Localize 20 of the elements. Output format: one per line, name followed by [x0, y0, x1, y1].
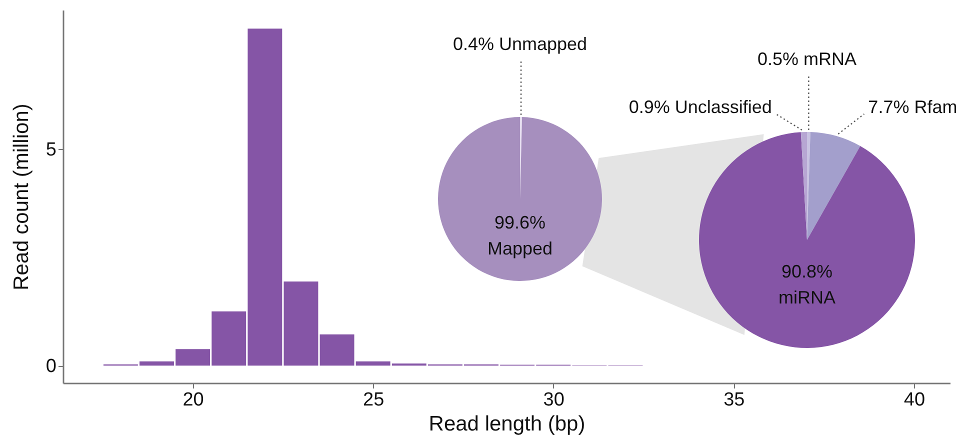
y-axis-title: Read count (million)	[10, 104, 33, 290]
x-axis-title: Read length (bp)	[428, 412, 586, 436]
pie-slice	[438, 117, 602, 281]
slice-label: 7.7% Rfam	[868, 97, 958, 117]
y-tick-label: 0	[46, 356, 56, 378]
slice-label: 0.9% Unclassified	[628, 97, 772, 117]
data-label: 99.6%	[494, 212, 546, 233]
x-tick-label: 40	[904, 390, 926, 410]
x-tick-label: 20	[182, 390, 204, 410]
slice-label: 0.5% mRNA	[757, 49, 857, 69]
y-tick-label: 5	[46, 139, 56, 160]
slice-label: Mapped	[487, 238, 553, 259]
x-tick-label: 30	[543, 390, 564, 410]
x-tick-label: 25	[363, 390, 384, 410]
pie-slice	[807, 132, 860, 240]
x-tick-label: 35	[724, 390, 745, 410]
data-label: 90.8%	[781, 261, 833, 282]
slice-label: miRNA	[778, 287, 836, 308]
pie-slice	[699, 132, 915, 348]
slice-label: 0.4% Unmapped	[452, 34, 588, 54]
